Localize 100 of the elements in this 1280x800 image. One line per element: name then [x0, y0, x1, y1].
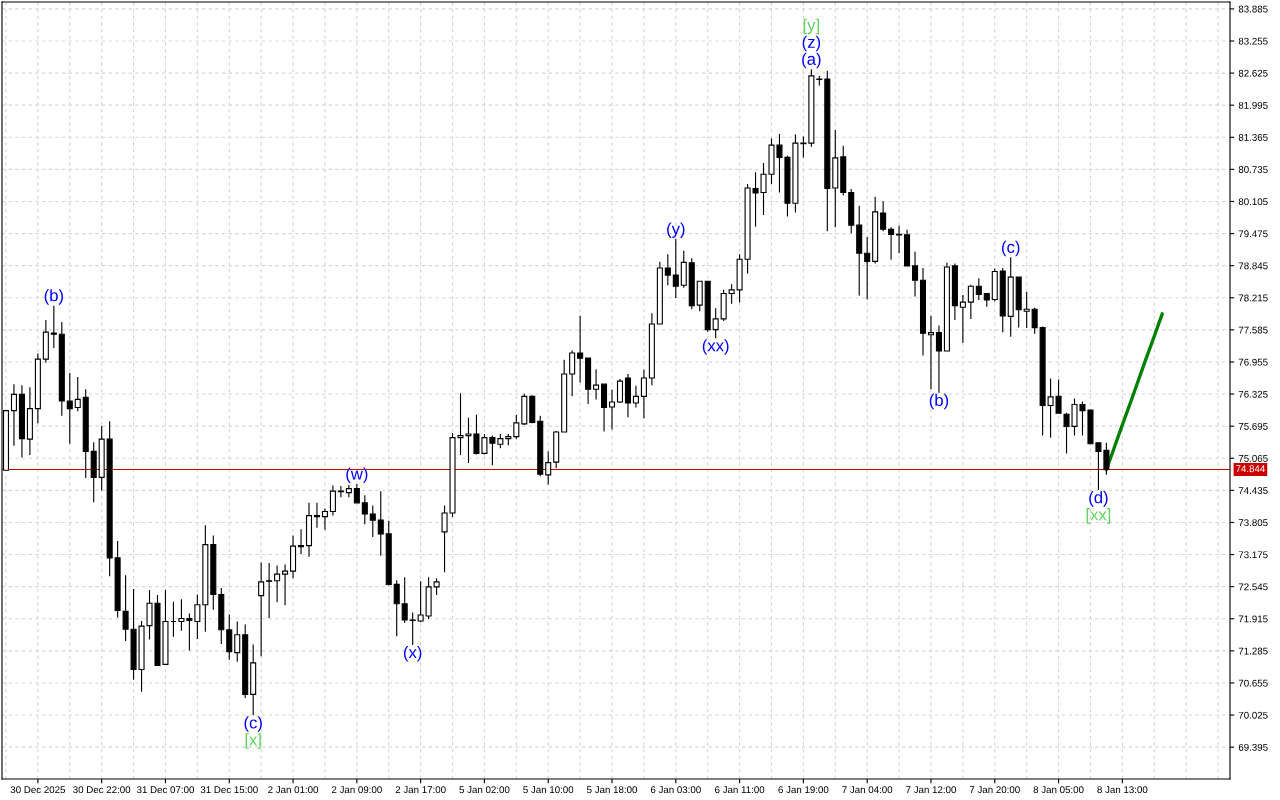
candlestick — [704, 280, 711, 333]
candlestick — [848, 188, 855, 234]
x-tick-label: 6 Jan 19:00 — [778, 786, 829, 794]
annotation: [xx] — [1086, 508, 1111, 524]
candlestick — [226, 613, 233, 661]
y-tick-label: 83.885 — [1238, 5, 1268, 13]
y-tick-label: 76.325 — [1238, 390, 1268, 398]
candlestick — [624, 373, 631, 418]
candlestick — [313, 502, 321, 529]
y-tick-label: 71.915 — [1238, 615, 1268, 623]
y-tick-label: 75.695 — [1238, 422, 1268, 430]
candlestick — [824, 70, 831, 232]
candlestick — [58, 321, 65, 417]
candlestick — [266, 562, 273, 619]
candlestick — [258, 561, 265, 657]
candlestick — [170, 601, 177, 638]
candlestick — [329, 484, 336, 517]
candlestick — [832, 129, 839, 228]
candlestick — [553, 430, 560, 469]
candlestick — [50, 305, 57, 349]
candlestick — [872, 196, 879, 264]
candlestick — [377, 490, 384, 557]
x-tick-label: 5 Jan 18:00 — [587, 786, 638, 794]
line-series — [1104, 312, 1164, 472]
candlestick — [640, 369, 647, 419]
candlestick — [720, 289, 727, 322]
candlestick — [82, 388, 89, 479]
candlestick — [250, 643, 257, 716]
annotation: (x) — [403, 646, 422, 662]
x-tick-label: 7 Jan 20:00 — [969, 786, 1020, 794]
candlestick — [1007, 256, 1014, 338]
candlestick — [297, 528, 305, 555]
candlestick — [696, 280, 703, 312]
candlestick — [361, 494, 368, 525]
candlestick — [1015, 276, 1022, 329]
y-tick-label: 81.365 — [1238, 134, 1268, 141]
y-tick-label: 73.805 — [1238, 519, 1268, 527]
y-tick-label: 82.625 — [1238, 69, 1268, 77]
x-tick-label: 30 Dec 22:00 — [73, 786, 131, 794]
candlestick — [202, 524, 209, 633]
candlestick — [569, 349, 576, 397]
x-tick-label: 2 Jan 17:00 — [395, 786, 446, 794]
candlestick — [927, 315, 935, 390]
y-tick-label: 80.105 — [1238, 198, 1268, 206]
candlestick — [353, 483, 360, 504]
candlestick — [616, 378, 624, 404]
candlestick — [345, 484, 352, 498]
candlestick — [218, 587, 225, 645]
annotation: [y] — [803, 18, 819, 35]
y-tick-label: 77.585 — [1238, 326, 1268, 334]
candlestick — [585, 357, 592, 405]
candlestick — [42, 319, 49, 364]
candlestick — [98, 425, 105, 492]
ref-line-label: 74.844 — [1236, 465, 1266, 473]
x-tick-label: 8 Jan 13:00 — [1097, 786, 1148, 794]
candlestick — [672, 238, 679, 299]
annotation: (b) — [44, 289, 63, 305]
candlestick — [521, 393, 528, 426]
candlestick — [632, 385, 639, 409]
y-tick-label: 80.735 — [1238, 166, 1268, 173]
x-tick-label: 7 Jan 04:00 — [842, 786, 893, 794]
candlestick — [529, 394, 536, 424]
y-tick-label: 78.845 — [1238, 262, 1268, 270]
y-tick-label: 75.065 — [1238, 455, 1268, 462]
candlestick — [601, 383, 608, 433]
x-tick-label: 6 Jan 11:00 — [715, 786, 765, 794]
candlestick — [66, 372, 73, 445]
candlestick — [242, 624, 249, 699]
annotation: (a) — [802, 52, 821, 69]
candlestick — [282, 563, 289, 606]
candlestick — [664, 253, 671, 286]
candlestick — [856, 205, 863, 297]
y-tick-label: 71.285 — [1238, 647, 1268, 655]
y-tick-label: 73.175 — [1238, 551, 1268, 559]
candlestick — [1023, 291, 1030, 329]
candlestick — [880, 200, 887, 232]
candlestick — [409, 611, 416, 646]
candlestick — [90, 441, 97, 503]
y-tick-label: 76.955 — [1238, 358, 1268, 366]
candlestick — [959, 294, 966, 344]
candlestick — [999, 267, 1006, 333]
candlestick — [234, 621, 241, 663]
y-tick-label: 78.215 — [1238, 294, 1268, 302]
candlestick — [816, 75, 823, 87]
candlestick — [967, 284, 974, 320]
candlestick — [919, 267, 927, 357]
annotation: (xx) — [702, 339, 729, 355]
x-tick-label: 2 Jan 09:00 — [331, 786, 382, 794]
candlestick — [593, 368, 600, 400]
candlestick — [904, 229, 911, 267]
x-tick-label: 5 Jan 10:00 — [523, 786, 574, 794]
candlestick — [114, 540, 121, 619]
candlestick — [911, 251, 919, 298]
candlestick — [656, 261, 663, 325]
y-tick-label: 70.025 — [1238, 711, 1268, 719]
candlestick — [951, 262, 958, 321]
annotation: (c) — [1002, 240, 1020, 257]
y-tick-label: 70.655 — [1238, 679, 1268, 687]
candlestick — [648, 312, 655, 386]
candlestick — [896, 225, 903, 254]
